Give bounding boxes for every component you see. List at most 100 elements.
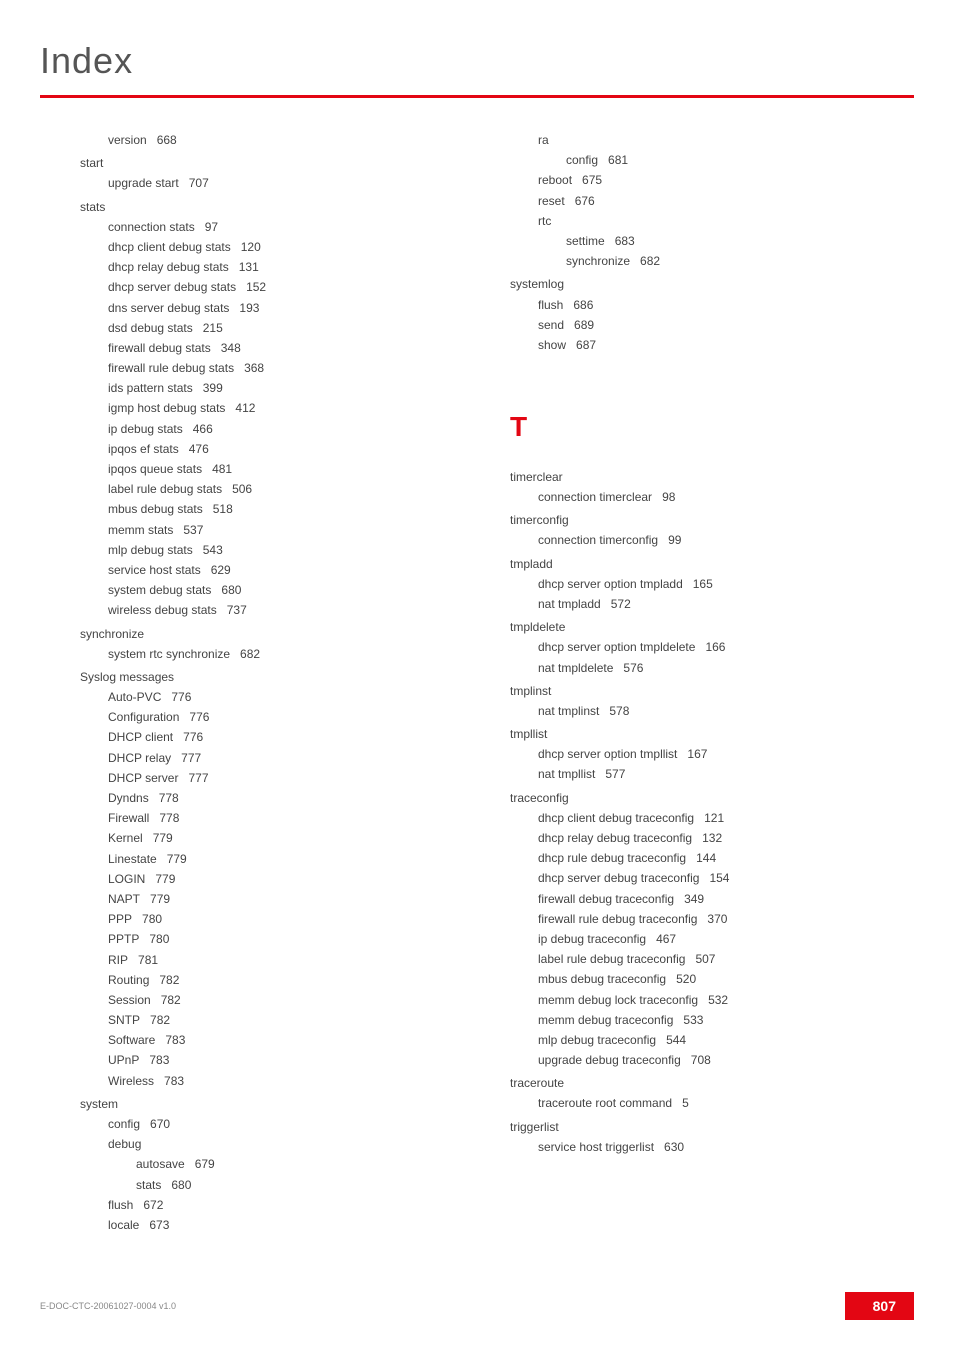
index-entry-text: wireless debug stats bbox=[108, 603, 217, 617]
index-entry: synchronize bbox=[80, 625, 470, 644]
index-entry-page: 782 bbox=[159, 973, 179, 987]
section-letter: T bbox=[510, 405, 900, 450]
index-entry: timerclear bbox=[510, 468, 900, 487]
index-entry: Software783 bbox=[108, 1031, 470, 1050]
index-entry-text: dhcp client debug stats bbox=[108, 240, 231, 254]
index-entry: DHCP relay777 bbox=[108, 749, 470, 768]
index-entry-text: debug bbox=[108, 1137, 141, 1151]
index-entry: Linestate779 bbox=[108, 850, 470, 869]
index-entry-text: settime bbox=[566, 234, 605, 248]
index-entry-text: locale bbox=[108, 1218, 139, 1232]
index-entry-page: 783 bbox=[149, 1053, 169, 1067]
index-entry: stats680 bbox=[136, 1176, 470, 1195]
index-entry-page: 506 bbox=[232, 482, 252, 496]
index-entry-page: 779 bbox=[155, 872, 175, 886]
index-entry-page: 776 bbox=[189, 710, 209, 724]
index-entry-text: traceroute bbox=[510, 1076, 564, 1090]
index-entry: nat tmpllist577 bbox=[538, 765, 900, 784]
index-entry: wireless debug stats737 bbox=[108, 601, 470, 620]
index-entry: PPTP780 bbox=[108, 930, 470, 949]
index-entry-page: 349 bbox=[684, 892, 704, 906]
index-entry-page: 154 bbox=[709, 871, 729, 885]
index-entry-text: memm debug traceconfig bbox=[538, 1013, 673, 1027]
index-columns: version668startupgrade start707statsconn… bbox=[80, 130, 900, 1235]
index-entry: dns server debug stats193 bbox=[108, 299, 470, 318]
index-entry-page: 572 bbox=[611, 597, 631, 611]
index-entry: tmpldelete bbox=[510, 618, 900, 637]
page-number-badge: 807 bbox=[845, 1292, 914, 1320]
index-entry-text: timerclear bbox=[510, 470, 563, 484]
index-entry: locale 673 bbox=[108, 1216, 470, 1235]
index-entry: memm debug traceconfig 533 bbox=[538, 1011, 900, 1030]
index-entry-text: tmpllist bbox=[510, 727, 547, 741]
index-entry-text: stats bbox=[136, 1178, 161, 1192]
index-entry-page: 132 bbox=[702, 831, 722, 845]
doc-id: E-DOC-CTC-20061027-0004 v1.0 bbox=[40, 1301, 176, 1311]
index-entry-page: 467 bbox=[656, 932, 676, 946]
index-entry-page: 683 bbox=[615, 234, 635, 248]
index-entry: reboot675 bbox=[538, 171, 900, 190]
index-entry: UPnP783 bbox=[108, 1051, 470, 1070]
index-entry-text: Firewall bbox=[108, 811, 149, 825]
index-entry-text: DHCP client bbox=[108, 730, 173, 744]
index-entry-text: mbus debug traceconfig bbox=[538, 972, 666, 986]
index-entry-page: 776 bbox=[183, 730, 203, 744]
index-entry-text: Syslog messages bbox=[80, 670, 174, 684]
index-entry-text: system debug stats bbox=[108, 583, 211, 597]
index-entry-text: ip debug traceconfig bbox=[538, 932, 646, 946]
index-entry-page: 166 bbox=[705, 640, 725, 654]
index-entry-text: igmp host debug stats bbox=[108, 401, 225, 415]
left-column: version668startupgrade start707statsconn… bbox=[80, 130, 490, 1235]
index-entry: tmpladd bbox=[510, 555, 900, 574]
index-entry-text: mlp debug traceconfig bbox=[538, 1033, 656, 1047]
index-entry: mlp debug traceconfig544 bbox=[538, 1031, 900, 1050]
index-entry-page: 776 bbox=[171, 690, 191, 704]
index-entry-page: 215 bbox=[203, 321, 223, 335]
index-entry-text: RIP bbox=[108, 953, 128, 967]
index-entry: LOGIN 779 bbox=[108, 870, 470, 889]
index-entry: PPP780 bbox=[108, 910, 470, 929]
index-entry: dhcp server debug stats152 bbox=[108, 278, 470, 297]
index-entry: settime 683 bbox=[566, 232, 900, 251]
index-entry: dhcp client debug traceconfig121 bbox=[538, 809, 900, 828]
index-entry: connection timerconfig99 bbox=[538, 531, 900, 550]
index-entry-text: config bbox=[108, 1117, 140, 1131]
index-entry-page: 689 bbox=[574, 318, 594, 332]
index-entry-text: LOGIN bbox=[108, 872, 145, 886]
index-entry-page: 675 bbox=[582, 173, 602, 187]
index-entry-text: traceroute root command bbox=[538, 1096, 672, 1110]
index-entry-page: 412 bbox=[235, 401, 255, 415]
index-entry: config670 bbox=[108, 1115, 470, 1134]
index-entry-page: 778 bbox=[159, 791, 179, 805]
index-entry-page: 676 bbox=[575, 194, 595, 208]
index-entry: system bbox=[80, 1095, 470, 1114]
index-entry: Routing 782 bbox=[108, 971, 470, 990]
index-entry: flush686 bbox=[538, 296, 900, 315]
index-entry-page: 481 bbox=[212, 462, 232, 476]
index-entry: nat tmpladd572 bbox=[538, 595, 900, 614]
index-entry-text: dns server debug stats bbox=[108, 301, 229, 315]
index-entry-text: memm stats bbox=[108, 523, 173, 537]
index-entry-page: 686 bbox=[573, 298, 593, 312]
index-entry-text: Linestate bbox=[108, 852, 157, 866]
index-entry-page: 537 bbox=[183, 523, 203, 537]
index-entry: traceroute root command5 bbox=[538, 1094, 900, 1113]
index-entry-page: 778 bbox=[159, 811, 179, 825]
index-entry: nat tmplinst578 bbox=[538, 702, 900, 721]
index-entry: upgrade debug traceconfig708 bbox=[538, 1051, 900, 1070]
index-entry-text: ip debug stats bbox=[108, 422, 183, 436]
index-entry-page: 687 bbox=[576, 338, 596, 352]
index-entry-page: 533 bbox=[683, 1013, 703, 1027]
index-entry: firewall debug stats348 bbox=[108, 339, 470, 358]
index-entry-text: dhcp server option tmpllist bbox=[538, 747, 677, 761]
index-entry: tmpllist bbox=[510, 725, 900, 744]
index-entry-text: DHCP relay bbox=[108, 751, 171, 765]
index-entry: igmp host debug stats 412 bbox=[108, 399, 470, 418]
index-entry: memm stats 537 bbox=[108, 521, 470, 540]
index-entry-page: 673 bbox=[149, 1218, 169, 1232]
index-entry: label rule debug stats506 bbox=[108, 480, 470, 499]
index-entry-text: Session bbox=[108, 993, 151, 1007]
index-entry-text: Routing bbox=[108, 973, 149, 987]
index-entry-text: autosave bbox=[136, 1157, 185, 1171]
footer: E-DOC-CTC-20061027-0004 v1.0 807 bbox=[40, 1292, 914, 1320]
